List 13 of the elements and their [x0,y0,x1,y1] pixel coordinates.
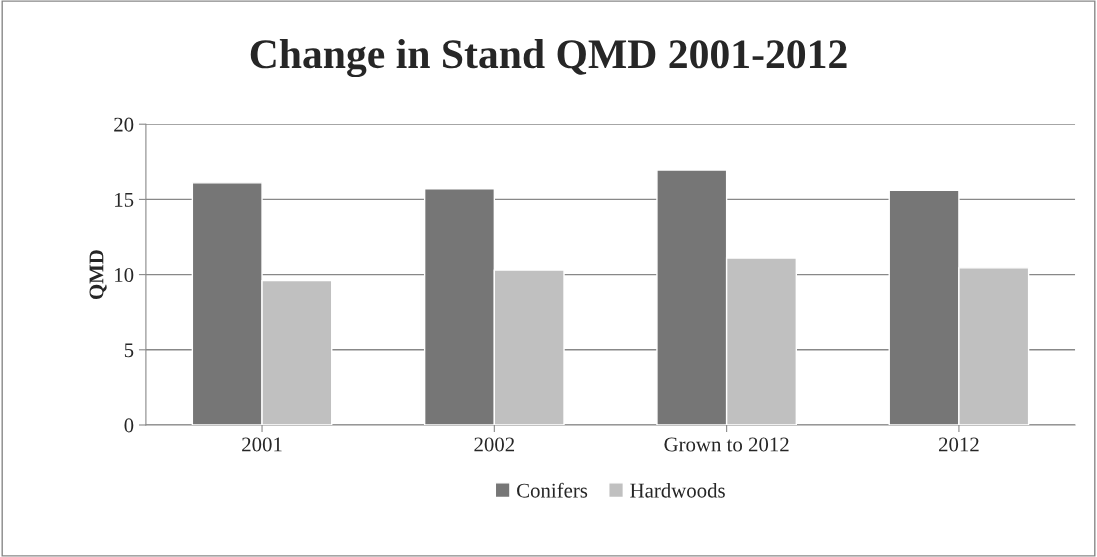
x-tick-label: 2012 [939,437,979,452]
y-axis-title: QMD [89,250,107,300]
y-tick-label: 10 [115,267,134,283]
x-tick-label: 2002 [474,437,515,452]
x-tick-label: Grown to 2012 [664,437,789,452]
y-tick-label: 5 [124,343,134,358]
y-tick-label: 20 [114,117,134,132]
y-tick-label: 0 [124,418,134,433]
legend-label: Conifers [517,482,588,498]
legend-label: Hardwoods [630,482,725,498]
x-tick-label: 2001 [242,437,282,452]
chart-title: Change in Stand QMD 2001-2012 [250,38,847,78]
y-tick-label: 15 [115,192,134,207]
